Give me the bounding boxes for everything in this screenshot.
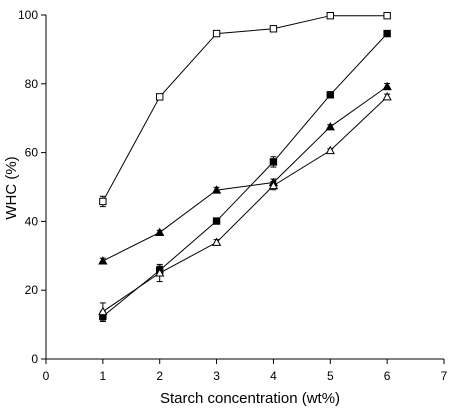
series-4-point (325, 145, 335, 155)
series-1-line (102, 15, 388, 202)
x-tick-label: 4 (270, 369, 277, 383)
x-tick-label: 0 (43, 369, 50, 383)
series-4-point (268, 180, 279, 190)
series-4-point (98, 306, 108, 316)
x-tick-label: 7 (441, 369, 448, 383)
series-1-point (212, 29, 221, 38)
x-axis-title: Starch concentration (wt%) (160, 390, 340, 407)
x-tick-label: 6 (384, 369, 391, 383)
series-2-line (102, 33, 388, 317)
series-1-point (383, 11, 391, 20)
series-1-point (269, 25, 278, 33)
y-tick-label: 0 (31, 352, 38, 366)
series-1-point (156, 93, 164, 101)
y-tick-label: 60 (25, 146, 39, 160)
series-4-point (382, 92, 392, 101)
series-3-point (382, 81, 392, 91)
x-tick-label: 1 (100, 369, 107, 383)
chart-marks (98, 11, 392, 323)
series-4-point (155, 268, 165, 277)
x-tick-label: 5 (327, 369, 334, 383)
series-3-point (325, 121, 335, 131)
series-4-line (102, 96, 388, 312)
series-4-point (211, 237, 222, 246)
series-3-point (155, 227, 165, 236)
series-3-point (98, 256, 108, 265)
series-1-point (99, 197, 107, 206)
series-3-line (102, 86, 388, 262)
y-tick-label: 100 (18, 8, 38, 22)
y-tick-label: 40 (25, 214, 39, 228)
x-ticks: 0 1 2 3 4 5 6 7 (43, 359, 448, 383)
y-ticks: 0 20 40 60 80 100 (18, 8, 46, 366)
series-2-point (383, 29, 391, 38)
y-axis-title: WHC (%) (3, 156, 20, 219)
x-tick-label: 3 (213, 369, 220, 383)
series-2-point (212, 217, 221, 225)
series-2-point (269, 158, 278, 166)
series-1-point (326, 11, 334, 20)
y-tick-label: 20 (25, 283, 39, 297)
x-tick-label: 2 (156, 369, 163, 383)
series-3-point (211, 185, 222, 194)
series-2-point (326, 91, 334, 99)
y-tick-label: 80 (25, 77, 39, 91)
